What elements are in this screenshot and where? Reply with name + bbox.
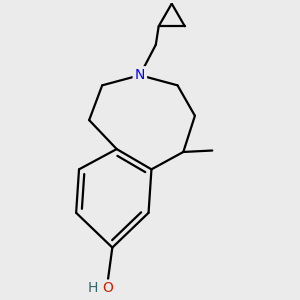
- Text: O: O: [103, 281, 113, 295]
- Text: H: H: [88, 281, 98, 295]
- Text: N: N: [135, 68, 145, 82]
